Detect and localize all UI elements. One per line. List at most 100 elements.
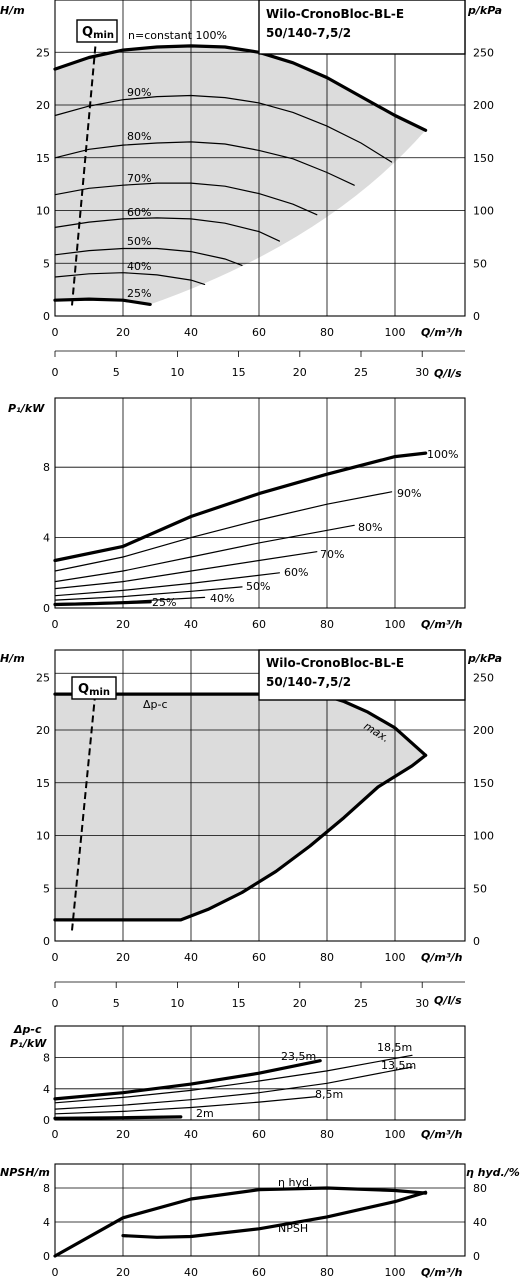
dpc-ls-axis-label: Q/l/s (434, 994, 462, 1007)
x-tick-label: 60 (252, 618, 266, 631)
y2-tick-label: 150 (473, 152, 494, 165)
ls-tick-label: 5 (113, 997, 120, 1010)
dpc-p-curve-8-5m (54, 1096, 318, 1115)
power-speed-label: 40% (210, 592, 234, 605)
y2-tick-label: 0 (473, 935, 480, 948)
dpc-curve-lower-bound (53, 753, 428, 922)
x-tick-label: 100 (385, 951, 406, 964)
speed-label: n=constant 100% (128, 29, 227, 42)
ls-tick-label: 15 (232, 997, 246, 1010)
operating-region (55, 45, 426, 305)
dpc-power-curve-label: 8,5m (315, 1088, 343, 1101)
qmin-label: Qmin (82, 25, 114, 41)
y2-tick-label: 50 (473, 882, 487, 895)
ls-tick-label: 10 (170, 997, 184, 1010)
y-tick-label: 4 (43, 1083, 50, 1096)
h-curve-50 (54, 247, 243, 266)
dpc-p-curve-2m (53, 1115, 183, 1120)
power-chart-ticks: 0 20 40 60 80 100 0 4 8 (43, 461, 406, 631)
dpc-pump-model-subtitle: 50/140-7,5/2 (266, 675, 351, 689)
speed-label: 80% (127, 130, 151, 143)
power-speed-label: 25% (152, 596, 176, 609)
dpc-operating-region (55, 694, 426, 920)
x-tick-label: 100 (385, 618, 406, 631)
y2-tick-label: 200 (473, 99, 494, 112)
pump-model-subtitle: 50/140-7,5/2 (266, 26, 351, 40)
flow-ls-axis: 0 5 10 15 20 25 30 Q/l/s (52, 350, 465, 380)
efficiency-axis-label: η hyd./% (466, 1166, 520, 1179)
dpc-head-axis-label: H/m (0, 652, 25, 665)
power-speed-label: 80% (358, 521, 382, 534)
y-tick-label: 10 (36, 830, 50, 843)
x-tick-label: 20 (116, 1266, 130, 1279)
npsh-curve-label: NPSH (278, 1222, 308, 1235)
y-tick-label: 4 (43, 532, 50, 545)
y2-tick-label: 50 (473, 257, 487, 270)
dpc-qmin-line (71, 687, 97, 931)
dpc-p-curve-13-5m (54, 1066, 413, 1110)
x-tick-label: 80 (320, 1266, 334, 1279)
p-curve-90 (54, 491, 393, 572)
y-tick-label: 8 (43, 1182, 50, 1195)
x-tick-label: 20 (116, 618, 130, 631)
y2-tick-label: 250 (473, 671, 494, 684)
npsh-flow-axis-label: Q/m³/h (421, 1266, 463, 1279)
npsh-chart-panel: NPSH/m η hyd./% Q/m³/h η hyd. NPSH 0 20 40… (0, 1163, 520, 1279)
dpc-power-curves (53, 1054, 413, 1120)
y-tick-label: 8 (43, 461, 50, 474)
dpc-title-box (258, 649, 466, 701)
y-tick-label: 15 (36, 777, 50, 790)
power-chart-frame (54, 397, 466, 609)
dpc-p-curve-18-5m (54, 1054, 413, 1104)
x-tick-label: 100 (385, 1128, 406, 1141)
speed-label: 25% (127, 287, 151, 300)
power-speed-label: 50% (246, 580, 270, 593)
y-tick-label: 25 (36, 46, 50, 59)
power-speed-labels: 100% 90% 80% 70% 60% 50% 40% 25% (152, 448, 458, 609)
x-tick-label: 60 (252, 1266, 266, 1279)
y2-tick-label: 0 (473, 310, 480, 323)
x-tick-label: 0 (52, 1128, 59, 1141)
dpc-power-flow-axis-label: Q/m³/h (421, 1128, 463, 1141)
title-box (258, 0, 466, 55)
power-chart-panel: P₁/kW Q/m³/h 0 20 40 60 80 100 0 4 8 100% 90% 80% 7… (8, 397, 466, 631)
y-tick-label: 10 (36, 205, 50, 218)
dpc-power-chart-frame (54, 1025, 466, 1121)
y-tick-label: 5 (43, 882, 50, 895)
x-tick-label: 60 (252, 951, 266, 964)
y-tick-label: 20 (36, 724, 50, 737)
dpc-qmin-label: Qmin (78, 682, 110, 698)
y2-tick-label: 250 (473, 46, 494, 59)
y-tick-label: 15 (36, 152, 50, 165)
npsh-curve--hyd (53, 1186, 428, 1258)
y-tick-label: 0 (43, 935, 50, 948)
y-tick-label: 20 (36, 99, 50, 112)
dpc-head-chart-panel: Qmin Wilo-CronoBloc-BL-E 50/140-7,5/2 Δp… (0, 649, 502, 964)
p-curve-100 (53, 451, 428, 563)
power-axis-label: P₁/kW (8, 402, 45, 415)
x-tick-label: 20 (116, 326, 130, 339)
speed-label: 40% (127, 260, 151, 273)
ls-tick-label: 25 (354, 997, 368, 1010)
dpc-ls-axis-ticks: 0 5 10 15 20 25 30 (52, 982, 429, 1010)
ls-tick-label: 5 (113, 366, 120, 379)
x-tick-label: 20 (116, 1128, 130, 1141)
y-tick-label: 8 (43, 1052, 50, 1065)
power-speed-label: 90% (397, 487, 421, 500)
x-tick-label: 100 (385, 326, 406, 339)
ls-tick-label: 0 (52, 997, 59, 1010)
dpc-power-curve-label: 18,5m (377, 1041, 412, 1054)
flow-axis-label: Q/m³/h (421, 326, 463, 339)
y2-tick-label: 200 (473, 724, 494, 737)
dpc-power-chart-panel: Δp-c P₁/kW Q/m³/h 0 20 40 60 80 100 0 4 8 23,5m 1… (10, 1023, 466, 1141)
qmin-line (71, 41, 97, 306)
dpc-flow-axis-label: Q/m³/h (421, 951, 463, 964)
x-tick-label: 40 (184, 951, 198, 964)
ls-tick-label: 20 (293, 366, 307, 379)
p-curve-70 (54, 551, 318, 590)
dpc-pressure-axis-label: p/kPa (467, 652, 502, 665)
head-chart-panel: Qmin Wilo-CronoBloc-BL-E 50/140-7,5/2 H/… (0, 0, 502, 339)
